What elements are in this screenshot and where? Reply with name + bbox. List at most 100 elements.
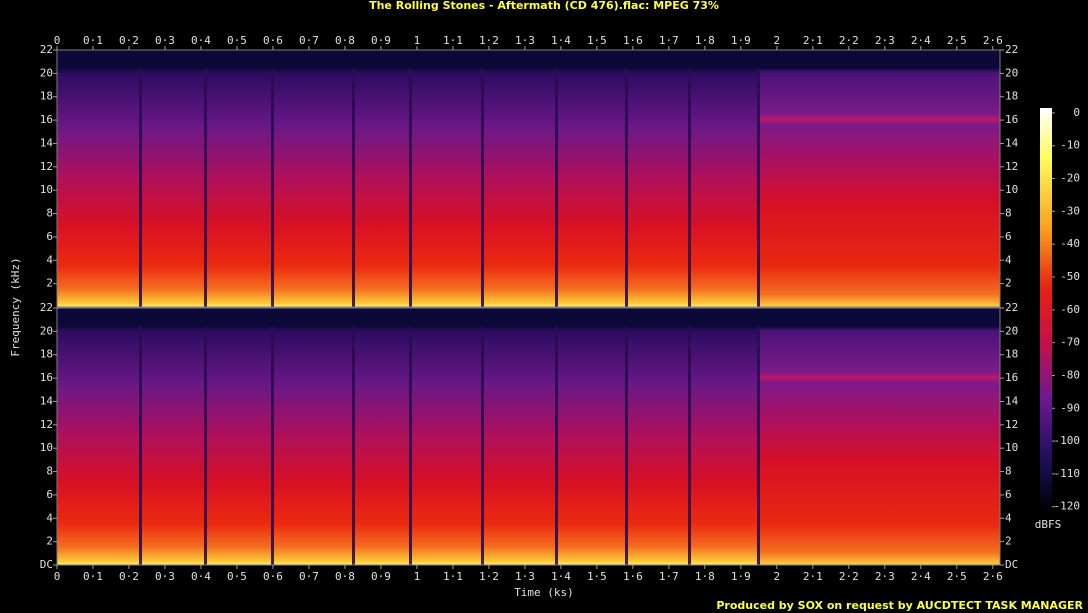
y-tick-label: 6 bbox=[1005, 488, 1012, 501]
x-tick-label: 1 bbox=[414, 570, 421, 583]
track-gap bbox=[555, 68, 558, 307]
x-tick-label: 2·4 bbox=[911, 570, 931, 583]
x-tick-label: 1·4 bbox=[551, 570, 571, 583]
track-gap bbox=[139, 326, 142, 565]
panel-frame bbox=[56, 49, 1001, 308]
x-tick-label: 0·8 bbox=[335, 34, 355, 47]
colorbar-tick-label: -20 bbox=[1060, 172, 1080, 185]
y-tick-label: DC bbox=[40, 558, 53, 571]
y-tick-label: 14 bbox=[1005, 136, 1019, 149]
track-gap bbox=[352, 68, 355, 307]
colorbar-tick-label: -110 bbox=[1054, 467, 1081, 480]
track-gap bbox=[409, 68, 412, 307]
y-axis-label: Frequency (kHz) bbox=[9, 257, 22, 356]
track-gap bbox=[271, 326, 274, 565]
track-gap bbox=[204, 68, 207, 307]
track-gap bbox=[271, 68, 274, 307]
x-tick-label: 0·4 bbox=[191, 34, 211, 47]
colorbar-tick-label: -120 bbox=[1054, 500, 1081, 513]
x-tick-label: 0 bbox=[54, 34, 61, 47]
x-tick-label: 1·3 bbox=[515, 570, 535, 583]
track-gap bbox=[688, 326, 691, 565]
y-tick-label: 12 bbox=[1005, 160, 1018, 173]
spectrogram-segment bbox=[140, 308, 205, 565]
x-tick-label: 0·5 bbox=[227, 570, 247, 583]
x-axis-label: Time (ks) bbox=[514, 586, 574, 599]
track-gap bbox=[139, 68, 142, 307]
spectrogram-segment bbox=[758, 50, 1000, 307]
track-gap bbox=[555, 326, 558, 565]
x-tick-label: 0·3 bbox=[155, 34, 175, 47]
y-tick-label: 10 bbox=[40, 441, 53, 454]
y-tick-label: 4 bbox=[46, 511, 53, 524]
y-tick-label: 18 bbox=[40, 348, 53, 361]
track-gap bbox=[352, 326, 355, 565]
spectrogram-segment bbox=[689, 308, 758, 565]
y-tick-label: 2 bbox=[1005, 535, 1012, 548]
track-gap bbox=[409, 326, 412, 565]
colorbar-tick-label: -90 bbox=[1060, 401, 1080, 414]
x-tick-label: 1·9 bbox=[731, 570, 751, 583]
x-tick-label: 0·6 bbox=[263, 34, 283, 47]
x-tick-label: 1·1 bbox=[443, 570, 463, 583]
x-tick-label: 1·7 bbox=[659, 570, 679, 583]
x-tick-label: 1·4 bbox=[551, 34, 571, 47]
y-tick-label: 8 bbox=[46, 207, 53, 220]
spectrogram-segment bbox=[57, 308, 140, 565]
x-tick-label: 1·8 bbox=[695, 570, 715, 583]
y-tick-label: 12 bbox=[1005, 418, 1018, 431]
spectrogram-segment bbox=[626, 50, 689, 307]
y-tick-label: 12 bbox=[40, 160, 53, 173]
track-gap bbox=[204, 326, 207, 565]
y-tick-label: 2 bbox=[46, 277, 53, 290]
spectrogram-segment bbox=[482, 50, 556, 307]
x-tick-label: 1·8 bbox=[695, 34, 715, 47]
spectrogram-segment bbox=[410, 50, 482, 307]
x-tick-label: 0·9 bbox=[371, 34, 391, 47]
track-gap bbox=[688, 68, 691, 307]
spectrogram-segment bbox=[272, 308, 353, 565]
x-tick-label: 0·9 bbox=[371, 570, 391, 583]
x-tick-label: 2·6 bbox=[983, 570, 1003, 583]
x-tick-label: 0·2 bbox=[119, 34, 139, 47]
y-tick-label: 4 bbox=[1005, 511, 1012, 524]
y-tick-label: 20 bbox=[1005, 324, 1018, 337]
x-tick-label: 0·3 bbox=[155, 570, 175, 583]
x-tick-label: 0·6 bbox=[263, 570, 283, 583]
colorbar-tick-label: -70 bbox=[1060, 336, 1080, 349]
colorbar-tick-label: -100 bbox=[1054, 434, 1081, 447]
spectrogram-segment bbox=[57, 50, 140, 307]
x-tick-label: 2·2 bbox=[839, 570, 859, 583]
track-gap bbox=[757, 68, 760, 307]
x-tick-label: 0·2 bbox=[119, 570, 139, 583]
x-tick-label: 2·1 bbox=[803, 570, 823, 583]
x-tick-label: 1·2 bbox=[479, 570, 499, 583]
y-tick-label: 10 bbox=[1005, 441, 1018, 454]
y-tick-label: 20 bbox=[1005, 66, 1018, 79]
x-tick-label: 2·2 bbox=[839, 34, 859, 47]
y-tick-label: 10 bbox=[1005, 183, 1018, 196]
colorbar-tick-label: -80 bbox=[1060, 368, 1080, 381]
x-tick-label: 2·5 bbox=[947, 570, 967, 583]
y-tick-label: 20 bbox=[40, 66, 53, 79]
y-tick-label: 4 bbox=[1005, 253, 1012, 266]
colorbar-tick-label: -30 bbox=[1060, 204, 1080, 217]
spectrogram-segment bbox=[205, 308, 272, 565]
x-tick-label: 0·4 bbox=[191, 570, 211, 583]
x-tick-label: 2·1 bbox=[803, 34, 823, 47]
x-tick-label: 1·6 bbox=[623, 34, 643, 47]
x-tick-label: 0·7 bbox=[299, 34, 319, 47]
spectrogram-segment bbox=[140, 50, 205, 307]
y-tick-label: 6 bbox=[46, 488, 53, 501]
panel-frame bbox=[56, 307, 1001, 566]
y-tick-label: 6 bbox=[1005, 230, 1012, 243]
spectrogram-segment bbox=[556, 308, 626, 565]
spectrogram-segment bbox=[482, 308, 556, 565]
x-tick-label: 0·1 bbox=[83, 34, 103, 47]
credit: Produced by SOX on request by AUCDTECT T… bbox=[716, 599, 1083, 612]
colorbar-label: dBFS bbox=[1035, 518, 1062, 531]
x-tick-label: 1·3 bbox=[515, 34, 535, 47]
colorbar-tick-label: -50 bbox=[1060, 270, 1080, 283]
y-tick-label: 2 bbox=[46, 535, 53, 548]
